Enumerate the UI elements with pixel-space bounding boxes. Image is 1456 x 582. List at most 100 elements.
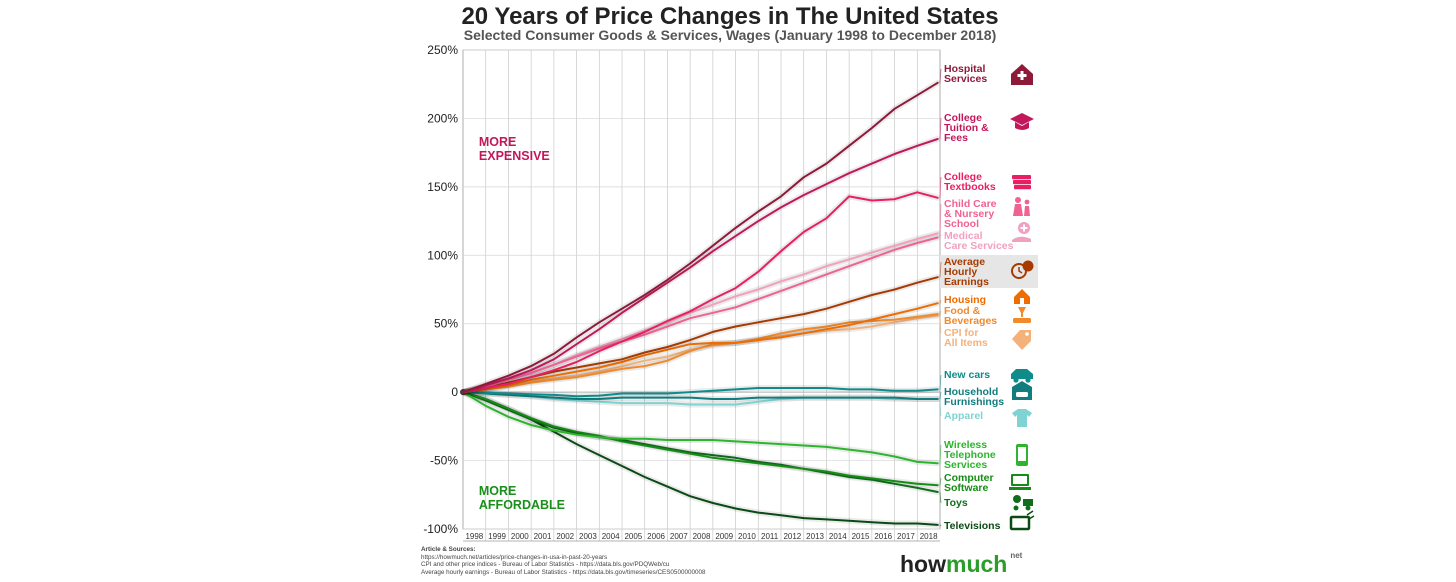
icon-detail <box>1012 236 1031 242</box>
legend-connector <box>939 233 942 237</box>
legend-label: Child Care <box>944 198 997 210</box>
icon-detail <box>1020 227 1028 229</box>
computer-icon <box>1009 474 1031 490</box>
legend-entry: Housing <box>939 289 1030 306</box>
x-tick-label: 1998 <box>465 532 483 541</box>
x-tick-label: 2015 <box>852 532 870 541</box>
annotation-label: AFFORDABLE <box>479 498 565 512</box>
brand-logo: howmuch net <box>900 551 1022 578</box>
brand-part-1: how <box>900 551 946 577</box>
icon-shape <box>1010 113 1034 125</box>
x-tick-label: 2004 <box>602 532 620 541</box>
series-line <box>462 387 939 398</box>
legend-label: Fees <box>944 132 968 144</box>
legend-connector <box>939 176 942 198</box>
icon-shape <box>1012 409 1032 427</box>
icon-detail <box>1013 204 1023 216</box>
legend-label: Textbooks <box>944 181 996 193</box>
x-tick-label: 2017 <box>897 532 915 541</box>
books-icon <box>1012 175 1031 190</box>
x-tick-label: 2012 <box>783 532 801 541</box>
legend-label: Medical <box>944 230 983 242</box>
legend-connector <box>939 68 942 83</box>
icon-detail <box>1022 260 1034 272</box>
legend-connector <box>939 310 942 315</box>
legend-entry: Food &Beverages <box>939 305 1031 327</box>
icon-detail <box>1016 392 1028 397</box>
x-tick-label: 2008 <box>693 532 711 541</box>
y-tick-label: 150% <box>427 180 458 194</box>
legend-label: Beverages <box>944 315 997 327</box>
icon-shape <box>1013 495 1021 503</box>
series-line <box>462 236 939 394</box>
icon-shape <box>1012 175 1031 180</box>
price-tag-icon <box>1012 330 1031 350</box>
annotation-label: MORE <box>479 135 517 149</box>
legend-label: Care Services <box>944 240 1014 252</box>
series-line <box>462 138 939 394</box>
legend-label: Average <box>944 256 985 268</box>
icon-shape <box>1013 180 1031 185</box>
series-line <box>462 191 939 394</box>
annotation-label: MORE <box>479 484 517 498</box>
sources-title: Article & Sources: <box>421 546 476 553</box>
icon-detail <box>1009 487 1031 490</box>
legend-label: School <box>944 218 979 230</box>
legend-label: Computer <box>944 472 994 484</box>
icon-detail <box>1024 206 1030 216</box>
legend-entry: Toys <box>939 492 1033 511</box>
car-icon <box>1011 369 1033 383</box>
icon-detail <box>1018 267 1023 274</box>
brand-part-2: much <box>946 551 1008 577</box>
legend-label: Tuition & <box>944 122 989 134</box>
y-tick-label: -100% <box>423 522 458 536</box>
phone-icon <box>1016 444 1028 466</box>
sources-block: Article & Sources: https://howmuch.net/a… <box>421 546 705 576</box>
icon-detail <box>1017 74 1027 77</box>
tv-icon <box>1009 510 1035 531</box>
legend-connector <box>939 315 942 334</box>
legend-label: Services <box>944 459 987 471</box>
icon-detail <box>1025 332 1029 336</box>
legend-label: College <box>944 171 982 183</box>
x-tick-label: 2009 <box>715 532 733 541</box>
legend-label: Furnishings <box>944 396 1004 408</box>
legend-label: Telephone <box>944 449 996 461</box>
source-line-2: CPI and other price indices - Bureau of … <box>421 561 670 569</box>
legend-label: Wireless <box>944 439 987 451</box>
series-line <box>462 391 939 526</box>
medical-hand-icon <box>1012 222 1031 242</box>
legend-label: Household <box>944 386 998 398</box>
series-line <box>462 391 939 400</box>
x-tick-label: 2010 <box>738 532 756 541</box>
series-line <box>462 391 939 493</box>
x-tick-label: 2018 <box>920 532 938 541</box>
icon-detail <box>1013 377 1019 383</box>
legend-connector <box>939 261 942 278</box>
x-tick-label: 2006 <box>647 532 665 541</box>
legend-label: CPI for <box>944 327 978 339</box>
chart-subtitle: Selected Consumer Goods & Services, Wage… <box>463 27 997 43</box>
x-tick-label: 2005 <box>624 532 642 541</box>
legend-entry: New cars <box>939 369 1033 390</box>
series-line <box>462 391 939 465</box>
y-tick-label: 0 <box>451 385 458 399</box>
series-line <box>462 81 939 394</box>
legend-label: Housing <box>944 294 986 306</box>
x-tick-label: 2002 <box>556 532 574 541</box>
x-tick-label: 2013 <box>806 532 824 541</box>
legend-label: Televisions <box>944 520 1001 532</box>
plot-area <box>462 49 941 530</box>
legend-label: Earnings <box>944 276 989 288</box>
legend-label: College <box>944 112 982 124</box>
icon-detail <box>1025 377 1031 383</box>
chart-title: 20 Years of Price Changes in The United … <box>461 3 999 30</box>
source-line-3: Average hourly earnings - Bureau of Labo… <box>421 568 706 576</box>
clock-dollar-icon <box>1011 260 1034 279</box>
icon-detail <box>1013 505 1019 511</box>
icon-detail <box>1013 476 1027 484</box>
